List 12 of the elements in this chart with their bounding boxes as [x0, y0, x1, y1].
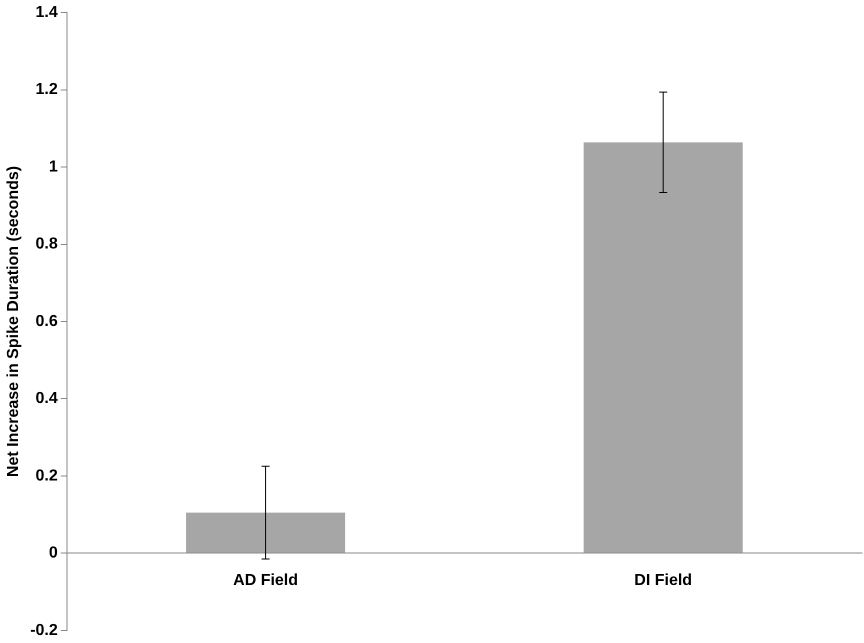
x-tick-label: DI Field — [634, 572, 692, 590]
y-tick-label: 0.6 — [36, 312, 58, 330]
y-axis-title: Net Increase in Spike Duration (seconds) — [5, 166, 22, 478]
y-tick-label: 1.4 — [36, 4, 58, 22]
y-tick-label: 1 — [48, 158, 58, 176]
y-tick-label: -0.2 — [30, 622, 58, 639]
y-tick-label: 0.8 — [36, 236, 58, 253]
y-tick-label: 1.2 — [36, 81, 58, 98]
y-tick-label: 0.4 — [36, 390, 58, 408]
x-tick-label: AD Field — [233, 572, 298, 590]
y-tick-label: 0.2 — [36, 467, 58, 484]
y-tick-label: 0 — [48, 544, 58, 562]
